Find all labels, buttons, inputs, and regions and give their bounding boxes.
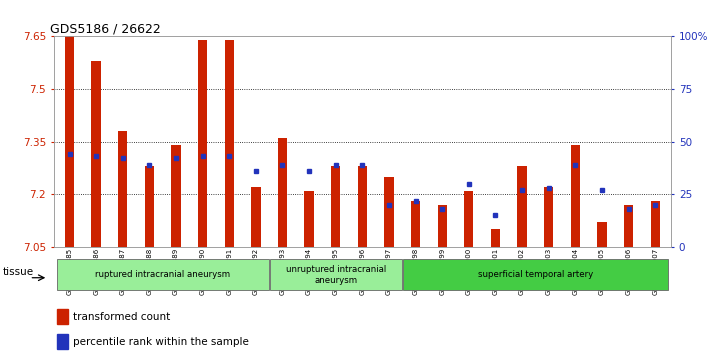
Bar — [57, 309, 68, 324]
Text: GDS5186 / 26622: GDS5186 / 26622 — [51, 22, 161, 35]
Bar — [65, 36, 74, 247]
Bar — [384, 177, 393, 247]
Text: unruptured intracranial
aneurysm: unruptured intracranial aneurysm — [286, 265, 386, 285]
Bar — [624, 205, 633, 247]
Bar — [650, 201, 660, 247]
Bar — [198, 40, 207, 247]
Text: ruptured intracranial aneurysm: ruptured intracranial aneurysm — [95, 270, 230, 280]
Bar — [331, 166, 341, 247]
Bar — [57, 334, 68, 349]
Bar — [411, 201, 421, 247]
Bar — [91, 61, 101, 247]
Bar — [518, 166, 527, 247]
Bar — [464, 191, 473, 247]
Bar — [225, 40, 234, 247]
Bar — [570, 145, 580, 247]
FancyBboxPatch shape — [403, 260, 668, 290]
Bar — [544, 187, 553, 247]
Bar — [278, 138, 287, 247]
FancyBboxPatch shape — [270, 260, 402, 290]
Bar — [491, 229, 500, 247]
Bar — [251, 187, 261, 247]
Bar — [304, 191, 313, 247]
Bar — [171, 145, 181, 247]
Bar — [118, 131, 127, 247]
Text: tissue: tissue — [3, 266, 34, 277]
Bar — [358, 166, 367, 247]
FancyBboxPatch shape — [56, 260, 268, 290]
Bar — [145, 166, 154, 247]
Text: transformed count: transformed count — [74, 311, 171, 322]
Bar — [438, 205, 447, 247]
Text: percentile rank within the sample: percentile rank within the sample — [74, 337, 249, 347]
Text: superficial temporal artery: superficial temporal artery — [478, 270, 593, 280]
Bar — [598, 222, 607, 247]
